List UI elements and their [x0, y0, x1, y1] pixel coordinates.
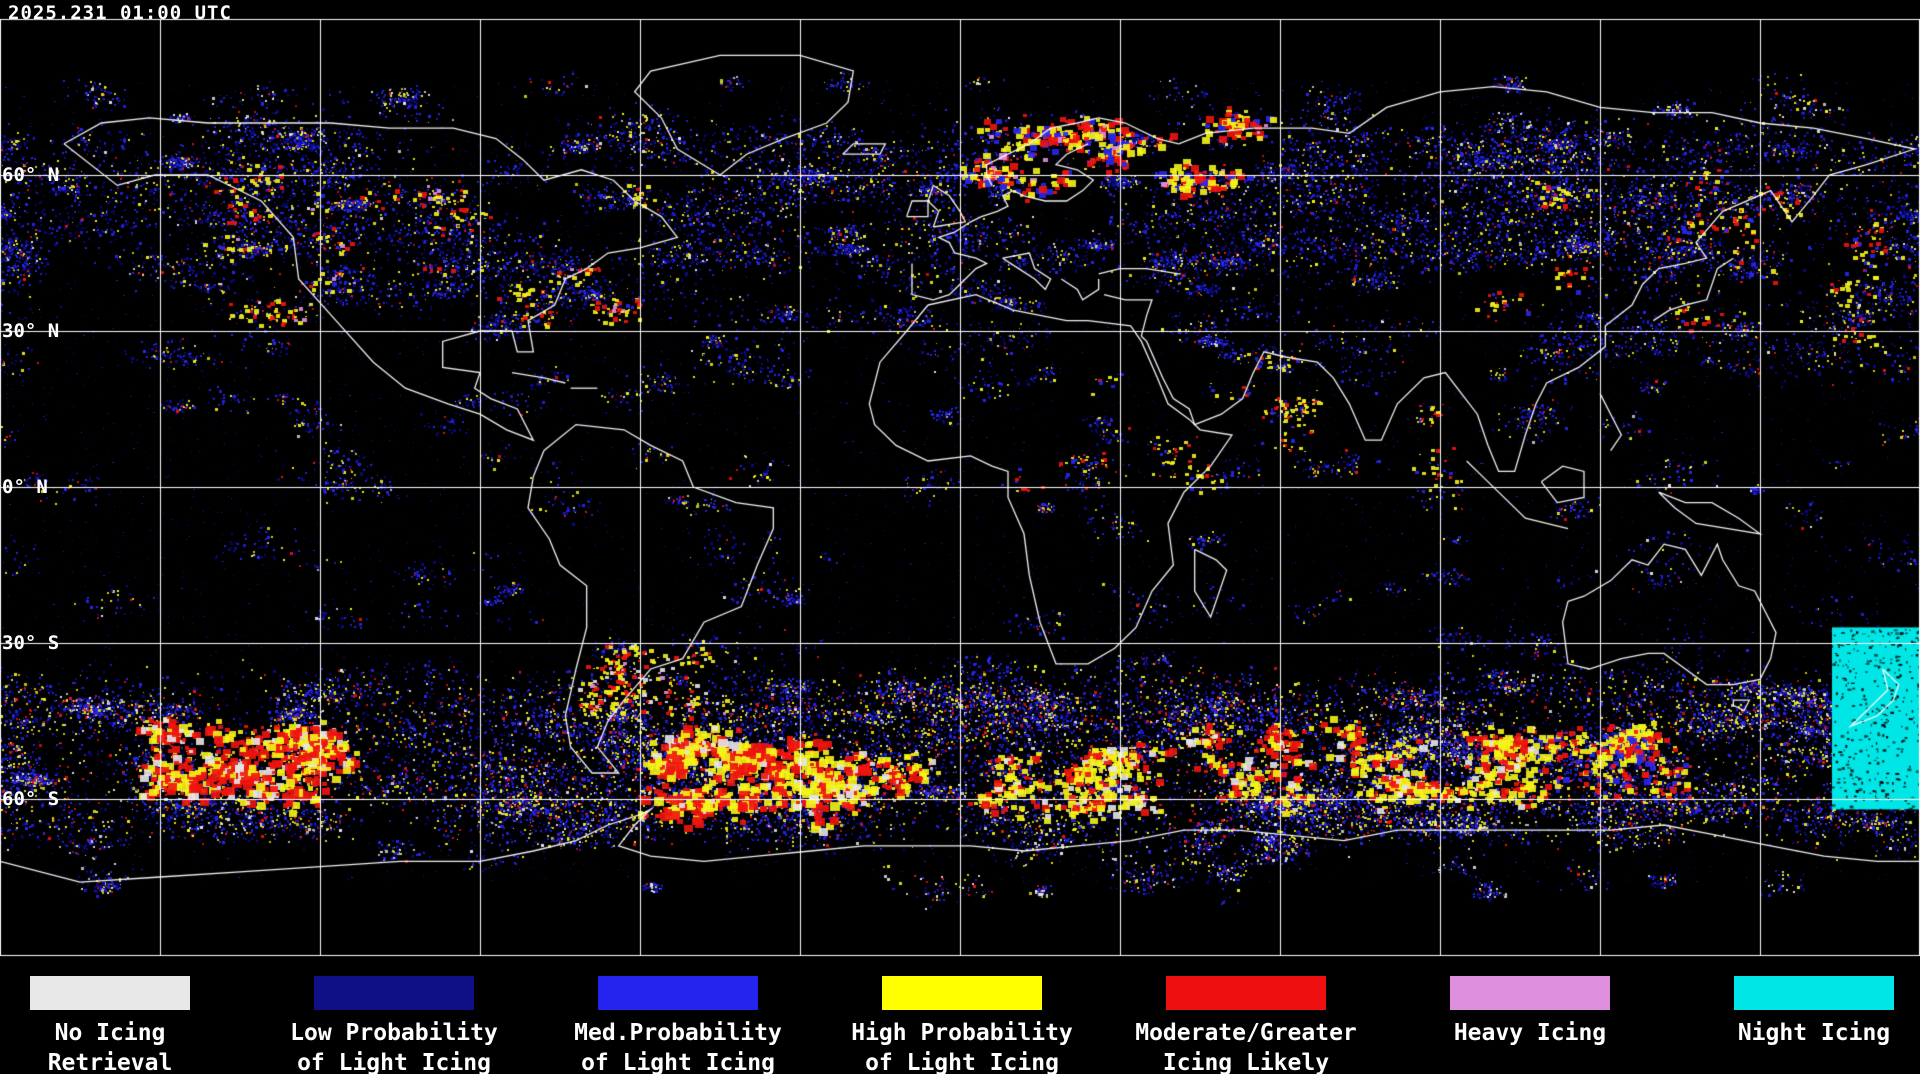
legend-item-no-icing-retrieval: No Icing Retrieval	[30, 976, 190, 1076]
legend-item-moderate-greater: Moderate/Greater Icing Likely	[1135, 976, 1357, 1076]
legend-label-line1: Low Probability	[290, 1020, 498, 1046]
latitude-label-60s: 60° S	[2, 788, 60, 810]
legend-label-line1: High Probability	[851, 1020, 1073, 1046]
legend-label-heavy-icing: Heavy Icing	[1454, 1018, 1606, 1048]
legend-swatch-high-probability	[882, 976, 1042, 1010]
latitude-label-60n: 60° N	[2, 164, 60, 186]
legend-item-low-probability: Low Probability of Light Icing	[290, 976, 498, 1076]
timestamp: 2025.231 01:00 UTC	[8, 2, 232, 24]
legend-label-night-icing: Night Icing	[1738, 1018, 1890, 1048]
legend-label-line1: Med.Probability	[574, 1020, 782, 1046]
legend-label-line1: Moderate/Greater	[1135, 1020, 1357, 1046]
legend-label-med-probability: Med.Probability of Light Icing	[574, 1018, 782, 1078]
legend-label-high-probability: High Probability of Light Icing	[851, 1018, 1073, 1078]
legend-swatch-low-probability	[314, 976, 474, 1010]
legend-label-line2: Retrieval	[47, 1050, 173, 1076]
latitude-label-equator: 0° N	[2, 476, 48, 498]
legend-swatch-heavy-icing	[1450, 976, 1610, 1010]
bottom-border-bar	[0, 1074, 1920, 1080]
legend-swatch-med-probability	[598, 976, 758, 1010]
legend-label-line2: Icing Likely	[1162, 1050, 1330, 1076]
legend-swatch-no-icing	[30, 976, 190, 1010]
legend-label-line1: Night Icing	[1737, 1020, 1891, 1046]
legend-swatch-night-icing	[1734, 976, 1894, 1010]
legend-label-no-icing: No Icing Retrieval	[48, 1018, 173, 1078]
world-icing-map	[0, 0, 1920, 966]
legend-label-line2: of Light Icing	[865, 1050, 1059, 1076]
legend-label-line2: of Light Icing	[297, 1050, 491, 1076]
legend-item-heavy-icing: Heavy Icing	[1450, 976, 1610, 1074]
legend-label-moderate-greater: Moderate/Greater Icing Likely	[1135, 1018, 1357, 1078]
legend: No Icing Retrieval Low Probability of Li…	[0, 966, 1920, 1076]
latitude-label-30n: 30° N	[2, 320, 60, 342]
legend-label-line1: No Icing	[54, 1020, 166, 1046]
legend-label-low-probability: Low Probability of Light Icing	[290, 1018, 498, 1078]
legend-item-night-icing: Night Icing	[1734, 976, 1894, 1074]
legend-item-high-probability: High Probability of Light Icing	[851, 976, 1073, 1076]
latitude-label-30s: 30° S	[2, 632, 60, 654]
legend-item-med-probability: Med.Probability of Light Icing	[574, 976, 782, 1076]
legend-swatch-moderate-greater	[1166, 976, 1326, 1010]
legend-label-line2: of Light Icing	[581, 1050, 775, 1076]
legend-label-line1: Heavy Icing	[1453, 1020, 1607, 1046]
